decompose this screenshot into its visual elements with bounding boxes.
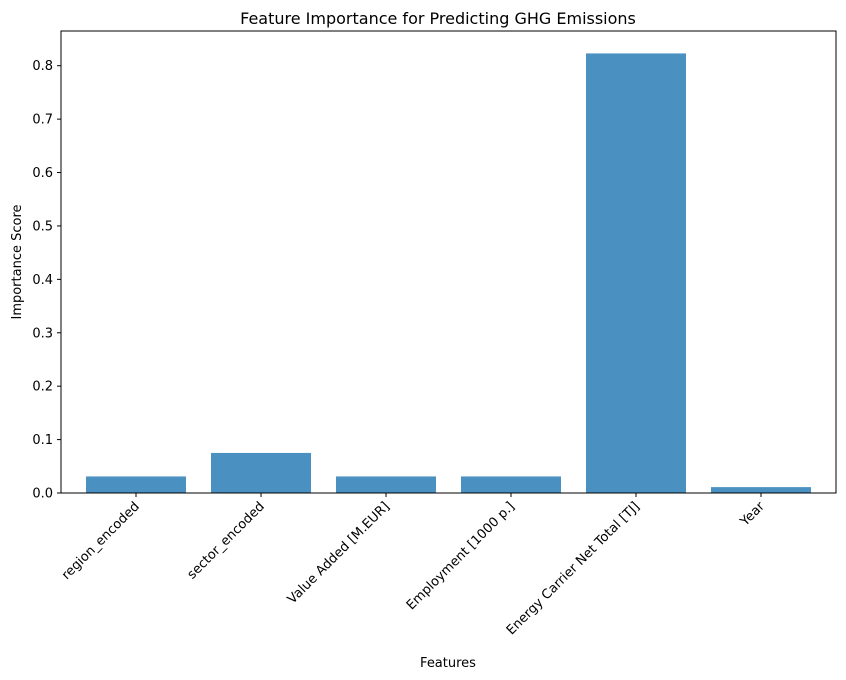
bar-0 <box>86 476 186 493</box>
x-tick-label-1: sector_encoded <box>185 499 268 582</box>
x-tick-label-3: Employment [1000 p.] <box>404 499 518 613</box>
x-tick-label-4: Energy Carrier Net Total [TJ] <box>504 499 643 638</box>
y-tick-label-6: 0.6 <box>32 166 53 181</box>
y-tick-label-4: 0.4 <box>32 273 53 288</box>
y-tick-label-1: 0.1 <box>32 433 53 448</box>
y-tick-label-5: 0.5 <box>32 219 53 234</box>
bar-4 <box>586 53 686 493</box>
y-axis: 0.0 0.1 0.2 0.3 0.4 0.5 0.6 0.7 0.8 <box>32 59 61 502</box>
y-axis-label: Importance Score <box>10 204 25 319</box>
y-tick-label-3: 0.3 <box>32 326 53 341</box>
x-axis-label: Features <box>420 656 476 671</box>
y-tick-label-8: 0.8 <box>32 59 53 74</box>
bar-1 <box>211 452 311 493</box>
plot-frame <box>60 30 837 494</box>
bars-group <box>86 53 811 493</box>
chart-title: Feature Importance for Predicting GHG Em… <box>240 9 636 28</box>
y-tick-label-2: 0.2 <box>32 380 53 395</box>
x-tick-label-2: Value Added [M.EUR] <box>285 499 393 607</box>
x-tick-label-5: Year <box>737 499 768 530</box>
bar-5 <box>711 487 811 493</box>
x-axis: region_encoded sector_encoded Value Added … <box>59 493 768 638</box>
bar-3 <box>461 476 561 493</box>
bar-2 <box>336 476 436 493</box>
x-tick-label-0: region_encoded <box>59 499 143 583</box>
y-tick-label-0: 0.0 <box>32 487 53 502</box>
y-tick-label-7: 0.7 <box>32 113 53 128</box>
